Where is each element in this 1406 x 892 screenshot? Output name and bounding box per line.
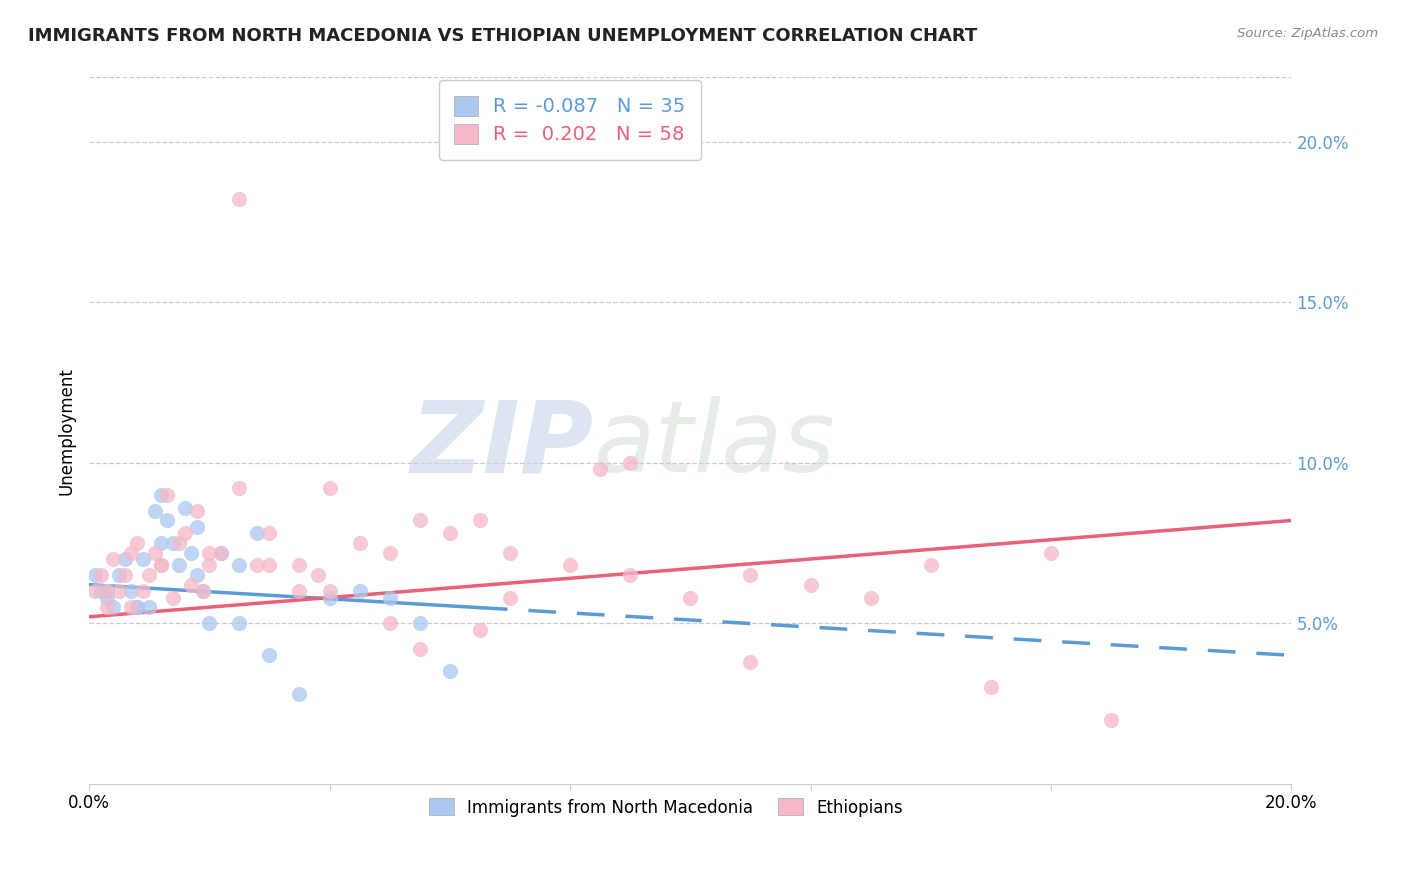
Point xyxy=(740,568,762,582)
Point xyxy=(162,536,184,550)
Point xyxy=(101,552,124,566)
Point xyxy=(114,552,136,566)
Point xyxy=(318,482,340,496)
Point xyxy=(108,584,131,599)
Point xyxy=(167,536,190,550)
Point xyxy=(101,600,124,615)
Point xyxy=(439,665,461,679)
Point xyxy=(246,526,269,541)
Point xyxy=(318,584,340,599)
Point xyxy=(288,584,311,599)
Point xyxy=(859,591,882,605)
Point xyxy=(1039,545,1062,559)
Point xyxy=(138,600,160,615)
Point xyxy=(409,616,432,631)
Point xyxy=(162,591,184,605)
Point xyxy=(96,584,118,599)
Point xyxy=(167,558,190,573)
Point xyxy=(468,513,491,527)
Point xyxy=(186,568,208,582)
Point xyxy=(90,568,112,582)
Point xyxy=(96,591,118,605)
Point xyxy=(186,504,208,518)
Point xyxy=(920,558,942,573)
Point xyxy=(409,641,432,656)
Point xyxy=(150,488,173,502)
Point xyxy=(740,655,762,669)
Point xyxy=(114,568,136,582)
Point xyxy=(156,488,179,502)
Text: IMMIGRANTS FROM NORTH MACEDONIA VS ETHIOPIAN UNEMPLOYMENT CORRELATION CHART: IMMIGRANTS FROM NORTH MACEDONIA VS ETHIO… xyxy=(28,27,977,45)
Point xyxy=(409,513,432,527)
Point xyxy=(619,456,641,470)
Point xyxy=(378,616,401,631)
Point xyxy=(259,558,281,573)
Point xyxy=(439,526,461,541)
Point xyxy=(228,616,250,631)
Point xyxy=(127,600,149,615)
Point xyxy=(90,584,112,599)
Point xyxy=(127,536,149,550)
Point xyxy=(84,584,107,599)
Point xyxy=(120,600,142,615)
Point xyxy=(307,568,329,582)
Point xyxy=(96,584,118,599)
Point xyxy=(193,584,215,599)
Point xyxy=(349,536,371,550)
Point xyxy=(84,568,107,582)
Point xyxy=(127,600,149,615)
Point xyxy=(468,623,491,637)
Point xyxy=(499,591,522,605)
Text: atlas: atlas xyxy=(595,396,835,493)
Point xyxy=(180,545,202,559)
Point xyxy=(378,591,401,605)
Point xyxy=(288,687,311,701)
Point xyxy=(228,193,250,207)
Point xyxy=(108,568,131,582)
Point xyxy=(120,584,142,599)
Point xyxy=(259,526,281,541)
Point xyxy=(96,600,118,615)
Point xyxy=(143,545,166,559)
Point xyxy=(558,558,581,573)
Point xyxy=(150,536,173,550)
Y-axis label: Unemployment: Unemployment xyxy=(58,367,75,494)
Point xyxy=(259,648,281,663)
Point xyxy=(349,584,371,599)
Point xyxy=(120,545,142,559)
Point xyxy=(980,681,1002,695)
Point xyxy=(198,545,221,559)
Point xyxy=(318,591,340,605)
Point xyxy=(589,462,612,476)
Point xyxy=(143,504,166,518)
Point xyxy=(174,500,197,515)
Point xyxy=(198,616,221,631)
Point xyxy=(186,520,208,534)
Point xyxy=(378,545,401,559)
Point xyxy=(288,558,311,573)
Point xyxy=(198,558,221,573)
Point xyxy=(1099,713,1122,727)
Point xyxy=(209,545,232,559)
Text: Source: ZipAtlas.com: Source: ZipAtlas.com xyxy=(1237,27,1378,40)
Point xyxy=(246,558,269,573)
Point xyxy=(228,482,250,496)
Legend: Immigrants from North Macedonia, Ethiopians: Immigrants from North Macedonia, Ethiopi… xyxy=(420,790,911,825)
Point xyxy=(679,591,702,605)
Text: ZIP: ZIP xyxy=(411,396,595,493)
Point xyxy=(150,558,173,573)
Point xyxy=(150,558,173,573)
Point xyxy=(132,552,155,566)
Point xyxy=(619,568,641,582)
Point xyxy=(499,545,522,559)
Point xyxy=(228,558,250,573)
Point xyxy=(174,526,197,541)
Point xyxy=(180,577,202,591)
Point xyxy=(156,513,179,527)
Point xyxy=(799,577,821,591)
Point xyxy=(132,584,155,599)
Point xyxy=(138,568,160,582)
Point xyxy=(209,545,232,559)
Point xyxy=(193,584,215,599)
